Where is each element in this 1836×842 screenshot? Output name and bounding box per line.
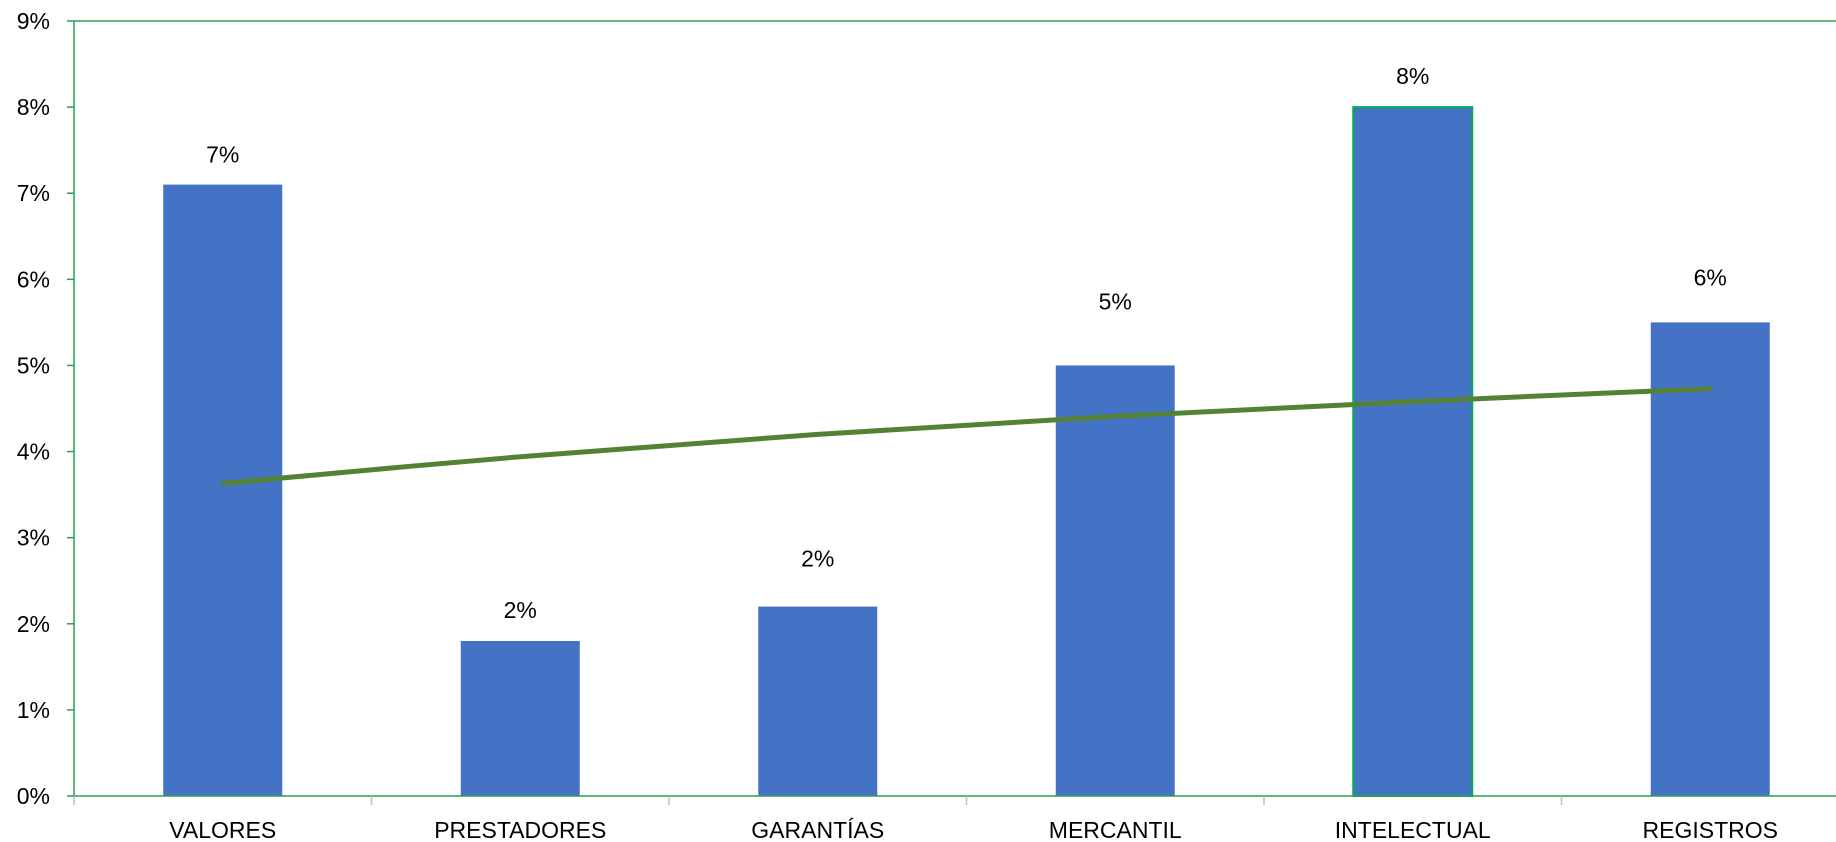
y-tick-label: 7% [17, 180, 50, 206]
y-tick-label: 8% [17, 94, 50, 120]
data-label-prestadores: 2% [504, 597, 537, 623]
y-tick-label: 5% [17, 352, 50, 378]
x-tick-label: INTELECTUAL [1335, 817, 1491, 842]
data-label-intelectual: 8% [1396, 63, 1429, 89]
y-axis-ticks: 0% 1% 2% 3% 4% 5% 6% 7% 8% 9% [17, 8, 74, 809]
trendline [220, 386, 1713, 486]
data-label-garantías: 2% [801, 546, 834, 572]
x-tick-label: VALORES [169, 817, 276, 842]
data-label-valores: 7% [206, 142, 239, 168]
y-tick-label: 4% [17, 439, 50, 465]
y-tick-label: 6% [17, 266, 50, 292]
bar-registros [1650, 322, 1770, 796]
category-labels: VALORES PRESTADORES GARANTÍAS MERCANTIL INTE… [169, 817, 1778, 842]
y-tick-label: 0% [17, 783, 50, 809]
x-tick-label: MERCANTIL [1049, 817, 1182, 842]
y-tick-label: 2% [17, 611, 50, 637]
data-label-registros: 6% [1694, 264, 1727, 290]
bar-valores [163, 184, 283, 797]
x-tick-label: GARANTÍAS [751, 817, 884, 842]
axes [73, 20, 1836, 805]
y-tick-label: 9% [17, 8, 50, 34]
bar-prestadores [460, 641, 580, 796]
data-label-mercantil: 5% [1099, 288, 1132, 314]
bars [163, 106, 1770, 798]
bar-garantías [758, 606, 878, 796]
trendline-group [220, 386, 1713, 486]
data-labels: 7% 2% 2% 5% 8% 6% [206, 63, 1727, 623]
x-tick-label: REGISTROS [1643, 817, 1778, 842]
bar-mercantil [1055, 365, 1175, 796]
y-tick-label: 3% [17, 525, 50, 551]
x-tick-label: PRESTADORES [434, 817, 606, 842]
y-tick-label: 1% [17, 697, 50, 723]
bar-intelectual [1352, 106, 1474, 798]
